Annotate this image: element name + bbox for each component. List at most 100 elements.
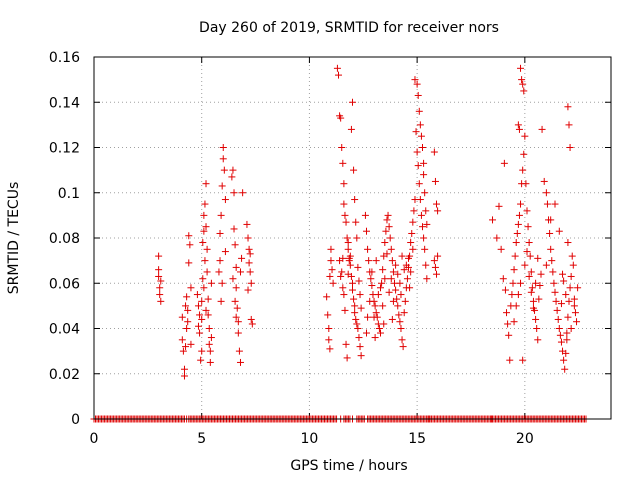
data-point <box>416 121 424 129</box>
data-point <box>523 207 531 215</box>
data-point <box>430 257 438 265</box>
data-point <box>245 245 253 253</box>
data-point <box>218 182 226 190</box>
data-point <box>201 257 209 265</box>
data-point <box>547 216 555 224</box>
data-point <box>326 272 334 280</box>
data-point <box>402 261 410 269</box>
y-tick-label: 0.16 <box>49 50 80 66</box>
data-point <box>239 189 247 197</box>
data-point <box>228 173 236 181</box>
data-point <box>387 245 395 253</box>
data-point <box>363 227 371 235</box>
data-point <box>338 268 346 276</box>
data-point <box>220 166 228 174</box>
data-point <box>238 254 246 262</box>
data-point <box>340 180 348 188</box>
data-point <box>421 245 429 253</box>
data-point <box>414 162 422 170</box>
data-point <box>343 354 351 362</box>
data-point <box>504 320 512 328</box>
data-point <box>178 336 186 344</box>
data-point <box>344 270 352 278</box>
data-point <box>349 279 356 287</box>
data-point <box>389 268 397 276</box>
data-point <box>505 331 513 339</box>
data-point <box>339 284 347 292</box>
y-tick-label: 0.04 <box>49 322 80 338</box>
data-point <box>560 277 568 285</box>
data-point <box>420 171 428 179</box>
data-point <box>563 329 571 337</box>
data-point <box>346 252 354 260</box>
data-point <box>565 121 573 129</box>
data-point <box>563 336 571 344</box>
data-point <box>566 144 574 151</box>
data-point <box>194 322 202 330</box>
data-point <box>510 318 518 326</box>
data-point <box>568 252 576 260</box>
data-point <box>385 223 393 231</box>
data-point <box>344 239 352 247</box>
data-point <box>364 313 372 321</box>
data-point <box>344 245 352 253</box>
data-point <box>517 279 525 287</box>
data-point <box>420 234 428 242</box>
data-point <box>184 318 192 326</box>
data-point <box>215 268 223 276</box>
data-point <box>156 291 164 299</box>
data-point <box>422 261 430 269</box>
data-point <box>570 302 578 310</box>
data-point <box>230 189 238 197</box>
data-point <box>323 293 331 301</box>
data-point <box>349 98 356 106</box>
data-point <box>554 315 562 323</box>
data-point <box>235 347 243 355</box>
data-point <box>537 270 545 278</box>
plot-frame <box>93 56 612 420</box>
data-point <box>500 159 508 167</box>
data-point <box>416 196 424 204</box>
data-point <box>562 349 570 357</box>
data-point <box>525 239 533 247</box>
data-point <box>381 239 389 247</box>
data-point <box>521 132 529 140</box>
data-point <box>180 365 188 373</box>
data-point <box>217 297 225 305</box>
data-point <box>556 331 564 339</box>
data-point <box>401 297 409 305</box>
data-point <box>536 282 544 290</box>
data-point <box>199 239 207 247</box>
data-point <box>244 234 252 242</box>
data-point <box>529 297 537 305</box>
data-point <box>367 275 375 283</box>
data-point <box>525 272 533 280</box>
data-point <box>553 306 561 314</box>
data-point <box>396 279 404 287</box>
data-point <box>407 268 415 276</box>
data-point <box>549 268 557 276</box>
data-point <box>327 257 335 265</box>
data-point <box>355 334 363 342</box>
data-point <box>573 318 581 326</box>
y-tick-label: 0.08 <box>49 231 80 247</box>
data-point <box>236 268 244 276</box>
data-point <box>217 211 225 219</box>
y-tick-label: 0.12 <box>49 141 80 157</box>
grid-lines <box>94 57 611 419</box>
y-tick-label: 0.1 <box>58 186 80 202</box>
data-point <box>372 309 380 317</box>
data-point <box>417 132 425 140</box>
chart-title: Day 260 of 2019, SRMTID for receiver nor… <box>199 20 499 36</box>
data-point <box>413 80 421 88</box>
data-point <box>364 245 372 253</box>
data-point <box>248 320 256 328</box>
data-point <box>216 257 224 265</box>
data-point <box>534 336 542 344</box>
data-point <box>351 196 359 204</box>
data-point <box>205 340 213 348</box>
data-point <box>379 302 387 310</box>
data-point <box>247 279 255 287</box>
data-point <box>180 372 188 380</box>
data-point <box>370 313 378 321</box>
